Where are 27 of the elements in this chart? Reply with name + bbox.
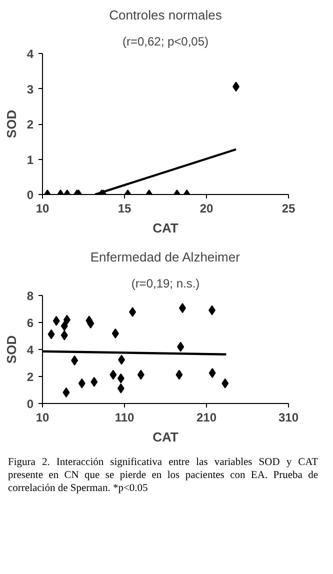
- y-tick-label: 2: [26, 370, 34, 384]
- y-tick-label: 0: [26, 188, 34, 202]
- chart-subtitle: (r=0,62; p<0,05): [122, 34, 209, 48]
- y-tick-label: 3: [26, 82, 34, 96]
- text: Figura 2. Interacción significativa entre las variables SOD y CAT presente en CN que se pierde en los pacientes con EA. Prueba de correlación de Sperman. *p<0.05: [8, 456, 318, 496]
- y-tick-label: 2: [26, 118, 34, 132]
- y-axis-title: SOD: [4, 110, 19, 138]
- chart-title: Enfermedad de Alzheimer: [90, 250, 241, 264]
- y-tick-label: 0: [26, 397, 34, 411]
- y-axis-title: SOD: [4, 335, 19, 364]
- x-tick-label: 25: [282, 202, 296, 216]
- x-tick-label: 210: [196, 410, 217, 424]
- chart-subtitle: (r=0,19; n.s.): [131, 276, 200, 290]
- x-tick-label: 20: [200, 202, 214, 216]
- x-tick-label: 310: [278, 410, 299, 424]
- y-tick-label: 8: [26, 289, 34, 303]
- x-tick-label: 10: [36, 202, 50, 216]
- y-tick-label: 4: [26, 47, 34, 61]
- x-axis-title: CAT: [152, 430, 178, 444]
- x-tick-label: 110: [114, 410, 135, 424]
- x-tick-label: 15: [118, 202, 132, 216]
- y-tick-label: 1: [26, 152, 34, 167]
- x-axis-title: CAT: [152, 220, 178, 236]
- y-tick-label: 6: [26, 316, 34, 330]
- y-tick-label: 4: [26, 343, 34, 357]
- chart-title: Controles normales: [109, 8, 222, 22]
- x-tick-label: 10: [36, 410, 50, 424]
